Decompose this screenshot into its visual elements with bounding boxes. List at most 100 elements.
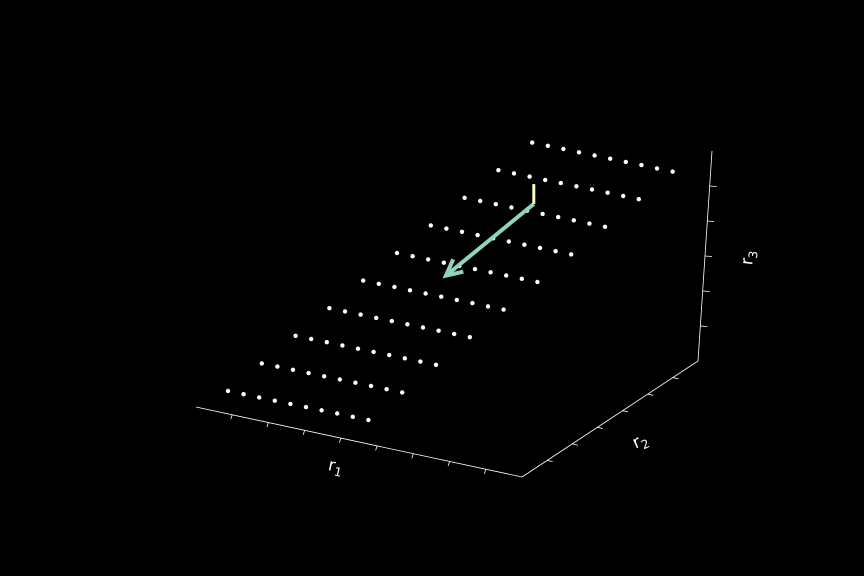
lattice-point	[472, 266, 478, 272]
r1-axis-tick	[339, 437, 342, 443]
r2-axis-tick	[622, 410, 629, 413]
lattice-point	[241, 392, 246, 397]
lattice-point	[540, 211, 545, 217]
lattice-point	[358, 312, 363, 317]
r1-axis-tick	[483, 469, 487, 474]
lattice-point	[272, 398, 277, 403]
lattice-point	[553, 249, 558, 254]
lattice-point	[545, 143, 550, 148]
r3-axis-label: r3	[737, 249, 760, 266]
r1-axis-tick	[375, 445, 378, 451]
lattice-point	[376, 281, 381, 286]
lattice-point	[519, 276, 524, 281]
lattice-point	[537, 245, 543, 251]
lattice-point	[478, 198, 483, 204]
lattice-point	[569, 252, 574, 257]
lattice-point	[374, 315, 379, 321]
lattice-point	[405, 322, 410, 327]
lattice-point	[371, 349, 376, 355]
lattice-point	[353, 380, 358, 385]
r1-axis-label: r1	[326, 455, 345, 480]
lattice-point	[342, 309, 348, 314]
lattice-point	[587, 221, 592, 226]
r1-axis-tick	[302, 430, 306, 435]
r1-axis-tick	[266, 422, 269, 428]
lattice-point	[392, 284, 397, 290]
lattice-point	[407, 288, 413, 293]
lattice-point	[275, 364, 280, 369]
lattice-point	[355, 346, 361, 351]
lattice-point	[574, 184, 579, 189]
lattice-point	[387, 352, 392, 358]
r2-axis-line	[521, 360, 699, 478]
lattice-point	[535, 279, 540, 285]
lattice-point	[400, 390, 405, 395]
lattice-point	[389, 318, 394, 324]
lattice-point	[337, 377, 342, 382]
lattice-point	[433, 362, 439, 367]
lattice-point	[501, 307, 506, 312]
lattice-point	[467, 335, 472, 340]
lattice-point	[623, 159, 628, 165]
r3-axis-tick	[709, 185, 717, 187]
lattice-point	[496, 168, 501, 173]
lattice-point	[459, 229, 465, 234]
r2-axis-tick	[672, 377, 679, 380]
r3-axis-tick	[707, 220, 715, 222]
lattice-point	[288, 401, 293, 407]
lattice-point	[324, 340, 329, 345]
lattice-point	[561, 146, 566, 152]
lattice-point	[527, 174, 532, 179]
lattice-point	[462, 195, 467, 200]
lattice-point	[402, 356, 407, 361]
lattice-point	[543, 177, 548, 183]
r2-axis-tick	[547, 460, 553, 462]
r2-axis-label: r2	[629, 429, 651, 455]
lattice-point	[571, 218, 576, 223]
lattice-point	[366, 417, 371, 423]
lattice-point	[592, 153, 597, 158]
lattice-point	[488, 270, 493, 275]
vector-1-arrowhead	[442, 258, 464, 279]
lattice-point	[454, 297, 459, 303]
lattice-point	[303, 404, 309, 410]
lattice-point	[340, 343, 345, 348]
lattice-point	[259, 361, 264, 366]
lattice-point	[420, 325, 426, 330]
lattice-point	[384, 387, 389, 392]
lattice-point	[605, 190, 610, 195]
lattice-point	[290, 367, 296, 372]
lattice-point	[506, 239, 511, 244]
lattice-point	[335, 411, 340, 416]
r2-axis-tick	[597, 426, 603, 429]
lattice-point	[639, 162, 644, 168]
axes-layer: r1 r2 r3	[195, 150, 761, 480]
lattice-point	[361, 278, 366, 283]
r2-axis-tick	[572, 443, 578, 446]
lattice-point	[257, 395, 262, 400]
r1-axis-tick	[411, 453, 414, 459]
r2-axis-tick	[647, 393, 654, 396]
lattice-point	[436, 328, 441, 333]
lattice-point	[493, 202, 498, 207]
lattice-point	[322, 374, 327, 379]
r1-axis-line	[195, 406, 523, 478]
lattice-point	[621, 193, 626, 199]
vectors	[442, 184, 536, 279]
lattice-point	[293, 333, 298, 338]
r1-axis-tick	[447, 461, 450, 467]
lattice-point	[522, 242, 527, 247]
lattice-point	[511, 171, 517, 176]
lattice-point	[504, 273, 509, 278]
lattice-point	[306, 370, 311, 376]
lattice-point	[485, 304, 491, 309]
lattice-point	[368, 383, 374, 389]
lattice-point	[608, 156, 613, 161]
lattice-point	[576, 150, 582, 155]
lattice-point	[444, 226, 449, 231]
lattice-point	[452, 331, 457, 337]
lattice-point	[441, 260, 446, 265]
lattice-point	[319, 408, 324, 413]
lattice-point	[558, 180, 563, 186]
